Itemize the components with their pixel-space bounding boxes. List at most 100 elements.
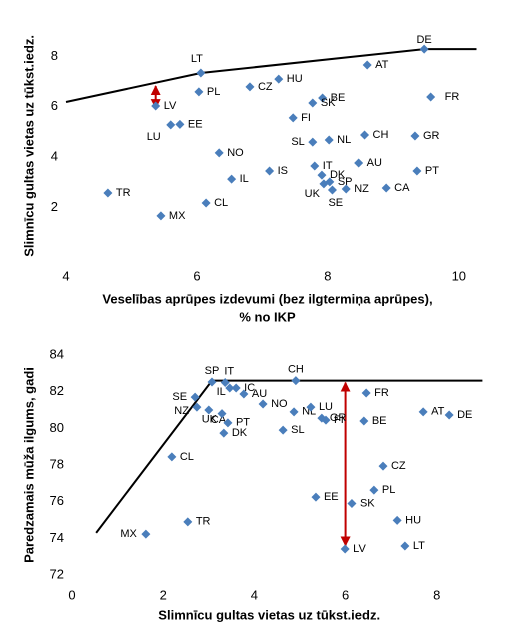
point-label: UK [305, 188, 321, 200]
data-point [418, 407, 428, 417]
point-label: LV [353, 543, 366, 555]
point-label: SE [172, 391, 187, 403]
x-tick-label: 10 [452, 268, 466, 283]
data-point [426, 92, 436, 102]
y-tick-label: 6 [51, 98, 58, 113]
x-tick-label: 4 [62, 268, 69, 283]
data-point [378, 461, 388, 471]
point-label: FI [301, 112, 311, 124]
data-point [444, 410, 454, 420]
point-label: AT [431, 406, 445, 418]
data-point [223, 418, 233, 428]
data-point [361, 388, 371, 398]
data-point [196, 68, 206, 78]
data-point [400, 541, 410, 551]
data-point [369, 485, 379, 495]
point-label: UK [202, 414, 218, 426]
data-point [381, 183, 391, 193]
data-point [227, 174, 237, 184]
data-point [308, 137, 318, 147]
point-label: MX [120, 528, 137, 540]
data-point [103, 188, 113, 198]
point-label: SK [360, 497, 375, 509]
point-label: HU [287, 73, 303, 85]
point-label: AT [375, 59, 389, 71]
data-point [204, 405, 214, 415]
data-point [207, 377, 217, 387]
point-label: DK [232, 427, 248, 439]
data-point [327, 185, 337, 195]
x-tick-label: 6 [342, 587, 349, 602]
data-point [347, 499, 357, 508]
point-label: DE [416, 34, 431, 46]
point-label: IL [240, 173, 249, 185]
y-tick-label: 74 [50, 530, 64, 545]
data-point [231, 383, 241, 393]
point-label: LU [319, 401, 333, 413]
point-label: LV [164, 100, 177, 112]
point-label: PL [207, 86, 220, 98]
data-point [183, 517, 193, 527]
y-tick-label: 80 [50, 420, 64, 435]
frontier-line [95, 379, 483, 534]
point-label: FR [374, 387, 389, 399]
point-label: EE [324, 491, 339, 503]
point-label: TR [196, 516, 211, 528]
data-point [151, 101, 161, 111]
data-point [201, 198, 211, 208]
point-label: CZ [258, 81, 273, 93]
point-label: EE [188, 118, 203, 130]
point-label: MX [169, 210, 186, 222]
data-point [340, 544, 350, 554]
point-label: CL [214, 197, 228, 209]
x-axis-title: Slimnīcu gultas vietas uz tūkst.iedz. [158, 607, 380, 622]
point-label: AU [252, 388, 267, 400]
data-point [141, 529, 151, 539]
x-tick-label: 6 [193, 268, 200, 283]
y-tick-label: 82 [50, 383, 64, 398]
data-point [289, 407, 299, 417]
data-point [324, 135, 334, 145]
data-point [410, 131, 420, 141]
point-label: IT [224, 365, 234, 377]
data-point [156, 211, 166, 221]
data-point [217, 409, 227, 419]
data-point [239, 389, 249, 399]
data-point [311, 492, 321, 502]
frontier-line [65, 48, 477, 103]
point-label: SK [321, 97, 336, 109]
x-axis-title: % no IKP [239, 309, 296, 324]
point-label: LT [191, 53, 203, 65]
point-label: DE [457, 409, 472, 421]
data-point [194, 87, 204, 97]
data-point [265, 166, 275, 176]
point-label: SP [338, 176, 353, 188]
data-point [219, 428, 229, 438]
point-label: IL [217, 386, 226, 398]
x-tick-label: 8 [324, 268, 331, 283]
point-label: NL [337, 134, 351, 146]
point-label: BE [331, 92, 346, 104]
x-axis-title: Veselības aprūpes izdevumi (bez ilgtermi… [102, 291, 432, 306]
point-label: GR [423, 130, 440, 142]
point-label: IC [244, 382, 255, 394]
point-label: NZ [354, 183, 369, 195]
point-label: CZ [391, 460, 406, 472]
data-point [167, 452, 177, 462]
y-axis-title: Paredzamais mūža ilgums, gadi [21, 367, 36, 563]
data-point [360, 130, 370, 140]
y-tick-label: 78 [50, 456, 64, 471]
y-tick-label: 2 [51, 199, 58, 214]
data-point [175, 119, 185, 129]
point-label: SP [205, 365, 220, 377]
y-axis-title: Slimnīcu gultas vietas uz tūkst.iedz. [21, 35, 36, 257]
point-label: PL [382, 484, 395, 496]
data-point [319, 179, 329, 189]
x-tick-label: 8 [433, 587, 440, 602]
x-tick-label: 2 [160, 587, 167, 602]
point-label: CL [180, 451, 194, 463]
data-point [245, 82, 255, 92]
point-label: NO [271, 398, 288, 410]
data-point [318, 93, 328, 103]
